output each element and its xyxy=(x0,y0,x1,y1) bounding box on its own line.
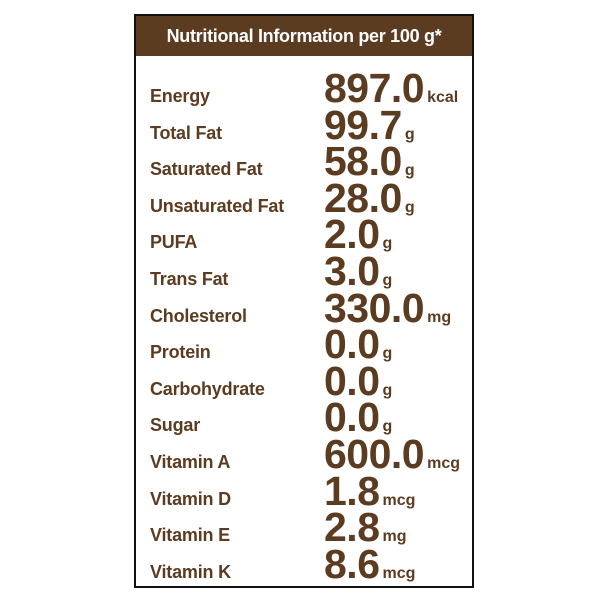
nutrient-row: Unsaturated Fat 28.0 g xyxy=(150,174,472,221)
nutrient-row: PUFA 2.0 g xyxy=(150,211,472,258)
nutrient-unit: g xyxy=(382,418,393,436)
nutrient-label: Trans Fat xyxy=(150,269,229,289)
nutrient-row: Saturated Fat 58.0 g xyxy=(150,138,472,185)
nutrient-row: Vitamin E 2.8 mg xyxy=(150,504,472,551)
nutrient-value: 2.8 xyxy=(324,504,380,551)
nutrient-label: Vitamin D xyxy=(150,488,231,509)
nutrient-unit: g xyxy=(382,381,393,399)
nutrient-value: 0.0 xyxy=(324,357,380,404)
nutrient-value: 8.6 xyxy=(324,540,380,587)
nutrient-row: Trans Fat 3.0 g xyxy=(150,248,472,294)
nutrient-label: Vitamin E xyxy=(150,525,230,546)
nutrient-row: Protein 0.0 g xyxy=(150,321,472,368)
nutrient-row: Vitamin A 600.0 mcg xyxy=(150,431,472,477)
nutrient-unit: g xyxy=(382,272,393,289)
nutrient-unit: mcg xyxy=(427,455,461,472)
nutrient-unit: g xyxy=(382,235,393,253)
nutrient-label: Vitamin K xyxy=(150,561,231,582)
nutrient-label: Energy xyxy=(150,86,210,106)
nutrient-label: PUFA xyxy=(150,232,198,253)
nutrient-value: 897.0 xyxy=(324,65,425,111)
nutrient-unit: kcal xyxy=(427,89,459,106)
nutrient-unit: mcg xyxy=(382,491,416,509)
nutrient-label: Cholesterol xyxy=(150,305,247,326)
nutrient-row: Energy 897.0 kcal xyxy=(150,65,472,111)
nutrient-label: Total Fat xyxy=(150,122,222,143)
nutrient-unit: mg xyxy=(427,308,452,326)
nutrient-value: 0.0 xyxy=(324,321,380,368)
nutrient-unit: mcg xyxy=(382,564,416,582)
nutrient-value: 58.0 xyxy=(324,138,402,185)
nutrient-value: 99.7 xyxy=(324,101,402,148)
header-title: Nutritional Information per 100 g* xyxy=(136,16,472,56)
nutrient-value: 0.0 xyxy=(324,394,380,441)
nutrient-value: 1.8 xyxy=(324,467,380,514)
nutrient-row: Carbohydrate 0.0 g xyxy=(150,357,472,404)
nutrient-label: Protein xyxy=(150,342,211,363)
nutrient-unit: g xyxy=(404,198,415,216)
nutrient-label: Sugar xyxy=(150,415,201,436)
nutrient-unit: g xyxy=(382,345,393,363)
nutrient-label: Saturated Fat xyxy=(150,159,263,180)
nutrient-value: 28.0 xyxy=(324,174,402,221)
nutrient-value: 3.0 xyxy=(324,248,380,294)
nutrient-unit: mg xyxy=(382,528,407,546)
nutrient-row: Vitamin D 1.8 mcg xyxy=(150,467,472,514)
nutrient-label: Vitamin A xyxy=(150,452,231,472)
nutrient-row: Total Fat 99.7 g xyxy=(150,101,472,148)
nutrient-row: Vitamin K 8.6 mcg xyxy=(150,540,472,587)
nutrient-row: Cholesterol 330.0 mg xyxy=(150,284,472,331)
nutrient-label: Unsaturated Fat xyxy=(150,195,285,216)
nutrition-panel: Nutritional Information per 100 g* Energ… xyxy=(134,14,474,588)
nutrient-row: Sugar 0.0 g xyxy=(150,394,472,441)
nutrient-value: 2.0 xyxy=(324,211,380,258)
nutrient-label: Carbohydrate xyxy=(150,378,265,399)
nutrient-unit: g xyxy=(404,125,415,143)
nutrient-value: 600.0 xyxy=(324,431,425,477)
nutrient-value: 330.0 xyxy=(324,284,425,331)
nutrient-unit: g xyxy=(404,162,415,180)
